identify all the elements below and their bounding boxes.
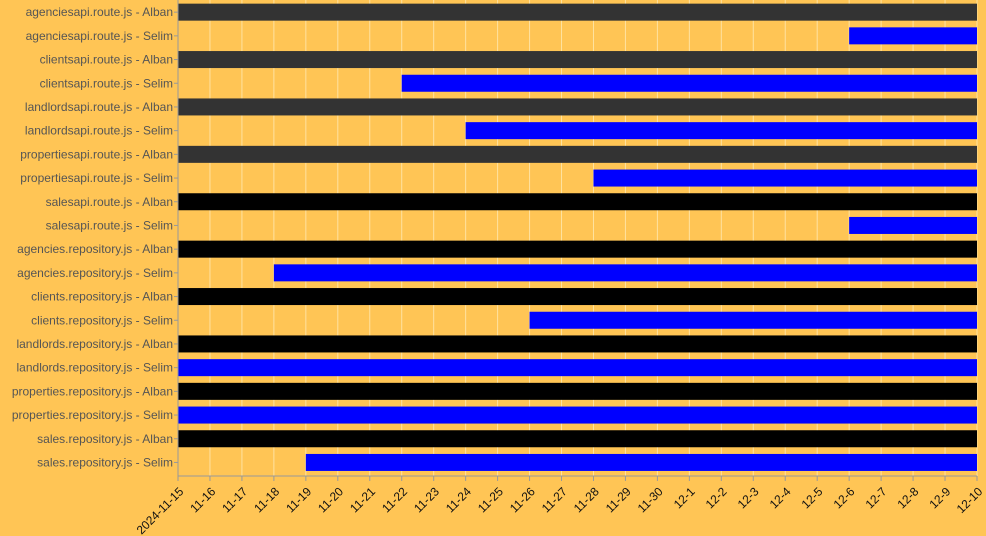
x-tick-label: 11-17 (219, 484, 250, 515)
task-bar (401, 74, 978, 92)
task-label: clients.repository.js - Alban (31, 290, 173, 304)
task-label: clients.repository.js - Selim (31, 313, 173, 327)
task-label: salesapi.route.js - Selim (46, 218, 173, 232)
task-bar (178, 193, 977, 211)
bars-layer (178, 3, 978, 471)
x-tick-label: 2024-11-15 (134, 484, 187, 536)
x-tick-label: 11-24 (443, 484, 474, 515)
task-bar (178, 98, 977, 116)
task-bar (178, 240, 977, 258)
grid-layer (177, 0, 978, 476)
task-label: propertiesapi.route.js - Selim (20, 171, 173, 185)
task-bar (465, 122, 977, 140)
task-label: agencies.repository.js - Alban (17, 242, 173, 256)
x-tick-label: 12-3 (735, 484, 762, 511)
task-label: properties.repository.js - Alban (12, 384, 173, 398)
task-bar (593, 169, 977, 187)
row-labels-layer: agenciesapi.route.js - Alban agenciesapi.… (12, 5, 173, 469)
task-label: agencies.repository.js - Selim (17, 266, 173, 280)
task-label: agenciesapi.route.js - Alban (26, 5, 173, 19)
x-tick-label: 11-26 (507, 484, 538, 515)
x-tick-label: 12-6 (831, 484, 858, 511)
task-label: landlordsapi.route.js - Selim (25, 124, 173, 138)
task-bar (178, 382, 977, 400)
x-tick-label: 11-22 (379, 484, 410, 515)
task-label: propertiesapi.route.js - Alban (20, 147, 173, 161)
task-label: clientsapi.route.js - Selim (40, 76, 173, 90)
x-tick-label: 11-28 (571, 484, 602, 515)
task-label: clientsapi.route.js - Alban (40, 53, 173, 67)
x-tick-label: 11-18 (251, 484, 282, 515)
task-bar (178, 335, 977, 353)
task-bar (849, 27, 977, 45)
task-bar (178, 406, 977, 424)
x-tick-label: 11-20 (315, 484, 346, 515)
task-bar (178, 145, 977, 163)
task-label: sales.repository.js - Alban (37, 432, 173, 446)
task-bar (178, 3, 977, 21)
task-label: landlords.repository.js - Alban (16, 337, 173, 351)
x-tick-label: 12-4 (767, 484, 794, 511)
task-label: landlordsapi.route.js - Alban (25, 100, 173, 114)
x-tick-label: 11-16 (187, 484, 218, 515)
task-bar (305, 453, 978, 471)
x-tick-label: 12-9 (926, 484, 953, 511)
task-bar (529, 311, 977, 329)
task-label: properties.repository.js - Selim (12, 408, 173, 422)
x-tick-label: 12-8 (895, 484, 922, 511)
x-tick-label: 12-7 (863, 484, 890, 511)
task-label: salesapi.route.js - Alban (46, 195, 173, 209)
x-tick-label: 12-10 (954, 484, 986, 516)
x-tick-label: 11-27 (539, 484, 570, 515)
task-label: agenciesapi.route.js - Selim (26, 29, 173, 43)
x-tick-label: 12-5 (799, 484, 826, 511)
task-bar (178, 288, 977, 306)
task-bar (178, 51, 977, 69)
task-bar (849, 216, 977, 234)
x-tick-label: 11-21 (347, 484, 378, 515)
task-bar (273, 264, 977, 282)
x-tick-label: 11-19 (283, 484, 314, 515)
task-bar (178, 359, 977, 377)
x-tick-label: 11-25 (475, 484, 506, 515)
x-tick-label: 11-29 (603, 484, 634, 515)
tick-labels-layer: 2024-11-15 11-16 11-17 11-18 11-19 11-20 11-21… (134, 484, 986, 536)
axis-layer (174, 0, 978, 481)
task-bar (178, 430, 977, 448)
x-tick-label: 11-30 (635, 484, 666, 515)
x-tick-label: 11-23 (411, 484, 442, 515)
task-label: landlords.repository.js - Selim (17, 361, 174, 375)
x-tick-label: 12-2 (703, 484, 730, 511)
x-tick-label: 12-1 (671, 484, 698, 511)
task-label: sales.repository.js - Selim (37, 455, 173, 469)
